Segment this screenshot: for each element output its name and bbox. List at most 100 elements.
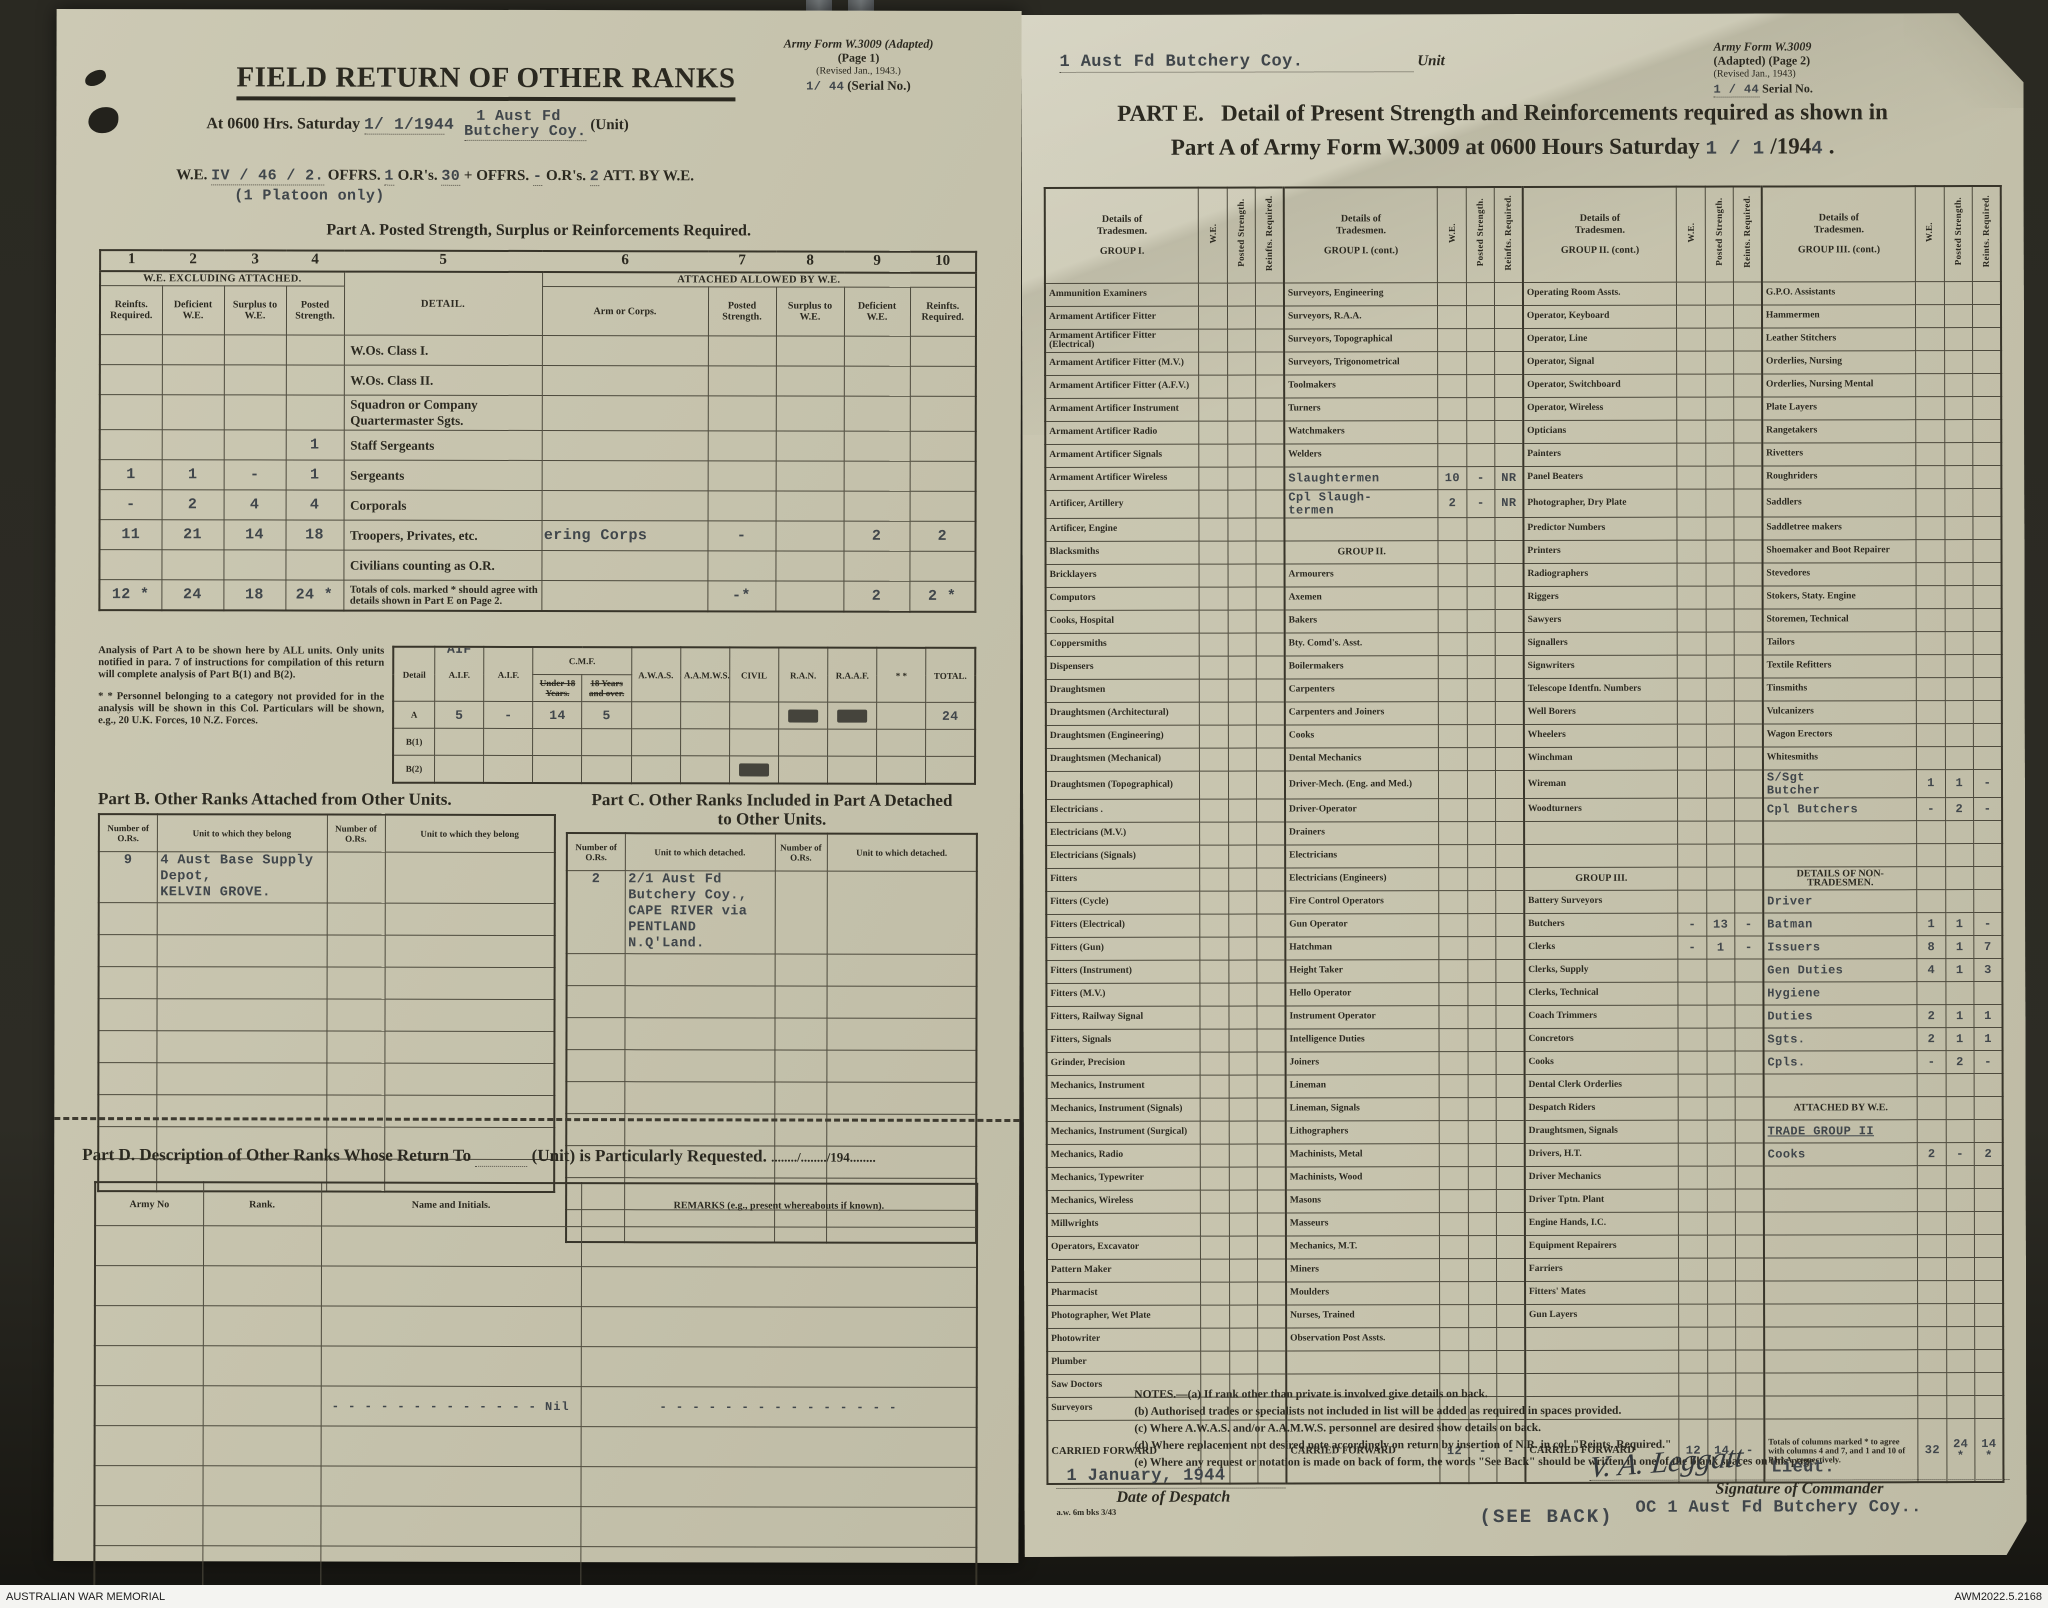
part-e-typed-value: 2 [1956, 1054, 1964, 1069]
part-e-value-cell [1735, 1189, 1763, 1212]
part-e-row: Armament Artificer Wireless Slaughtermen 1… [1045, 465, 2001, 490]
part-e-typed-trade: TRADE GROUP II [1767, 1124, 1875, 1139]
part-c-cell [826, 1050, 977, 1083]
part-e-value-cell: - [1678, 936, 1706, 959]
part-e-typed-value: 1 [1955, 939, 1964, 954]
part-e-value-cell [1495, 398, 1523, 421]
part-e-value-cell [1497, 1304, 1525, 1327]
part-a-value-cell: 2 [843, 521, 910, 552]
part-e-value-cell [1496, 1212, 1524, 1235]
part-e-value-cell [1257, 914, 1285, 937]
part-e-value-cell [1258, 1305, 1286, 1328]
part-e-row: Fitters Electricians (Engineers) GROUP III… [1046, 866, 2002, 891]
part-a-subheader: Surplus to W.E. [223, 285, 287, 335]
page-title: FIELD RETURN OF OTHER RANKS [236, 61, 736, 102]
part-b-cell [326, 1031, 385, 1064]
analysis-col-printed: * * [895, 670, 908, 681]
part-e-trade-cell: Issuers [1763, 936, 1917, 959]
part-e-trade-cell: Operators, Excavator [1047, 1236, 1201, 1259]
offrs-label: OFFRS. [327, 167, 381, 184]
part-e-trade-cell: Electricians (Signals) [1046, 845, 1200, 868]
part-e-value-cell [1468, 1121, 1496, 1144]
part-e-value-cell [1705, 397, 1733, 420]
part-e-value-cell [1467, 518, 1495, 541]
part-d-row [94, 1345, 977, 1388]
part-e-value-cell [1201, 1167, 1229, 1190]
part-e-value-cell [1467, 633, 1495, 656]
despatch-label: Date of Despatch [1116, 1488, 1231, 1506]
part-e-value-cell [1439, 771, 1467, 799]
punch-hole [88, 107, 119, 134]
part-e-value-cell [1735, 1235, 1763, 1258]
part-e-value-cell [1228, 771, 1256, 799]
part-e-trade-cell: Driver Mechanics [1525, 1166, 1679, 1189]
signature-block: V. A. Leggatt Lieut. Signature of Comman… [1589, 1445, 2009, 1518]
part-b-cell [156, 998, 327, 1032]
part-e-num-header-text: Reinfts. Required. [1263, 195, 1274, 271]
analysis-value-cell [876, 729, 926, 757]
part-e-row: Pharmacist Moulders Fitters' Mates [1047, 1280, 2003, 1305]
part-e-section-header: ATTACHED BY W.E. [1764, 1097, 1918, 1120]
part-b-cell [384, 903, 555, 936]
part-e-value-cell: - [1974, 912, 2003, 935]
part-e-trade-cell: Cooks [1285, 725, 1439, 748]
part-e-value-cell [1258, 1351, 1286, 1374]
part-e-value-cell [1438, 564, 1466, 587]
part-e-trade-cell: Signallers [1524, 632, 1678, 655]
part-e-trade-cell: Draughtsmen [1046, 679, 1200, 702]
part-e-value-cell [1438, 329, 1466, 352]
part-e-row: Ammunition Examiners Surveyors, Engineeri… [1045, 281, 2001, 306]
part-e-typed-trade: Cooks [1767, 1147, 1806, 1162]
part-e-trade-cell: Operating Room Assts. [1523, 282, 1677, 305]
analysis-value-cell [876, 756, 926, 784]
part-e-value-cell [1973, 516, 2002, 539]
part-e-heading-line2: Part A of Army Form W.3009 at 0600 Hours… [1170, 133, 1700, 160]
analysis-block: Analysis of Part A to be shown here by A… [98, 645, 977, 785]
part-e-value-cell [1440, 1259, 1468, 1282]
part-e-value-cell [1973, 350, 2002, 373]
part-a-value-cell [223, 549, 286, 580]
part-e-value-cell [1945, 540, 1973, 563]
part-d-cell [580, 1426, 977, 1468]
part-e-value-cell [1495, 656, 1523, 679]
part-e-num-header: Posted Strength. [1705, 187, 1734, 283]
part-e-value-cell [1467, 541, 1495, 564]
part-e-value-cell [1973, 539, 2002, 562]
part-a-value-cell [843, 431, 910, 462]
part-e-value-cell [1946, 1074, 1974, 1097]
part-e-value-cell: - [1678, 913, 1706, 936]
part-e-value-cell [1200, 1029, 1228, 1052]
analysis-col-header: A.I.F."B" [483, 646, 534, 702]
part-e-trade-cell: Butchers [1524, 913, 1678, 936]
part-e-value-cell [1944, 328, 1972, 351]
part-e-trade-cell: Machinists, Metal [1286, 1144, 1440, 1167]
part-e-group-title-line: Details of [1818, 212, 1860, 224]
part-e-trade-cell: Tailors [1763, 632, 1917, 655]
part-a-col-number: 2 [162, 250, 225, 272]
part-e-value-cell [1258, 1328, 1286, 1351]
part-e-trade-cell: Height Taker [1285, 960, 1439, 983]
part-a-group-left: W.E. EXCLUDING ATTACHED. [100, 271, 345, 287]
part-e-value-cell [1945, 724, 1973, 747]
part-e-row: Fitters (Electrical) Gun Operator Butchers… [1046, 912, 2002, 937]
part-b-col-header: Number of O.Rs. [326, 814, 385, 853]
part-c-cell [566, 953, 625, 986]
part-e-row: Draughtsmen (Mechanical) Dental Mechanics… [1046, 746, 2002, 771]
part-e-num-header: W.E. [1438, 187, 1467, 283]
part-e-value-cell: 3 [1974, 958, 2003, 981]
part-e-value-cell: - [1973, 769, 2002, 797]
analysis-header-row1: DetailA.I.F.AIF"A"A.I.F."B"C.M.F.A.W.A.S… [393, 646, 976, 703]
redaction-blob [739, 762, 769, 776]
part-e-note-line: (c) Where A.W.A.S. and/or A.A.M.W.S. per… [1134, 1421, 1542, 1435]
part-e-typed-value: - [1688, 940, 1697, 955]
part-e-value-cell [1916, 489, 1944, 517]
redaction-blob [837, 709, 867, 723]
part-e-typed-value: 4 [1927, 962, 1936, 977]
part-e-value-cell [1945, 701, 1973, 724]
part-e-value-cell [1438, 421, 1466, 444]
part-e-value-cell: 1 [1946, 1005, 1974, 1028]
signature-rank-typed: Lieut. [1771, 1458, 1835, 1478]
part-a-value-cell [161, 394, 224, 430]
part-e-value-cell [1707, 1051, 1735, 1074]
part-a-value-cell: 4 [223, 489, 286, 520]
